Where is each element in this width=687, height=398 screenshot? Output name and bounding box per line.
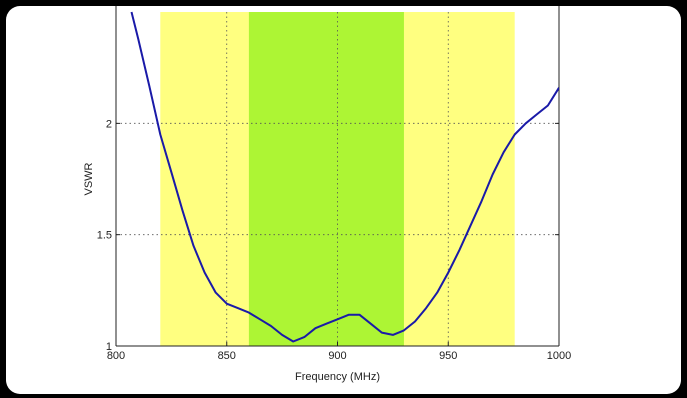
series-line-0 (130, 11, 559, 343)
vswr-chart: 800 850 900 950 1000 1 1.5 2 Frequency (MHz) VS… (83, 6, 572, 383)
x-tick-label: 850 (218, 350, 236, 362)
series-group (130, 11, 559, 343)
x-axis-label: Frequency (MHz) (295, 371, 380, 383)
tick-labels: 800 850 900 950 1000 1 1.5 2 (97, 118, 572, 362)
y-axis-label: VSWR (83, 162, 95, 195)
axes (115, 6, 560, 347)
grid-lines (116, 12, 559, 346)
y-tick-label: 2 (106, 118, 112, 130)
y-tick-label: 1.5 (97, 230, 112, 242)
chart-frame: 800 850 900 950 1000 1 1.5 2 Frequency (MHz) VS… (6, 6, 681, 394)
x-tick-label: 1000 (547, 350, 571, 362)
x-tick-label: 800 (107, 350, 125, 362)
x-tick-label: 900 (328, 350, 346, 362)
x-tick-label: 950 (439, 350, 457, 362)
band-1 (248, 12, 404, 346)
frequency-bands (160, 12, 515, 346)
y-tick-label: 1 (106, 341, 112, 353)
